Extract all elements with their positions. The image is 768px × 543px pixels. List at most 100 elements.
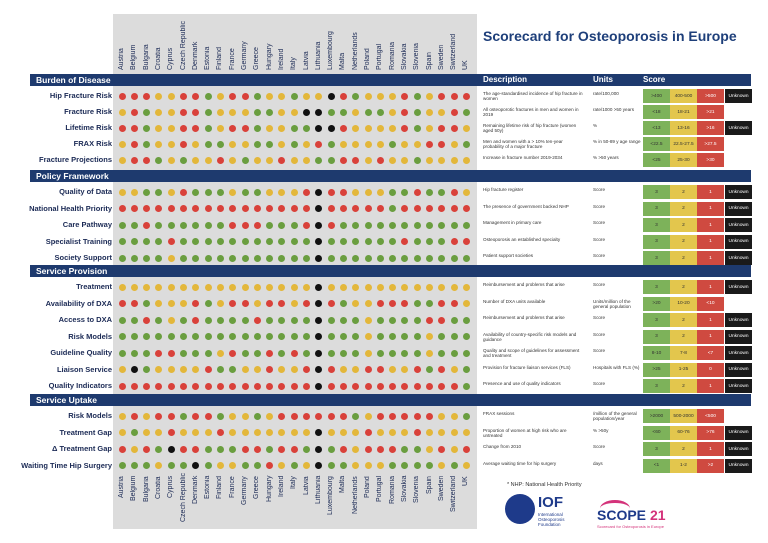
score-cell: 2 [670,201,697,216]
country-dot [130,92,138,100]
country-dot [229,382,237,390]
country-label-top: Italy [290,57,298,70]
country-dot [462,221,470,229]
country-dot [327,283,335,291]
country-dot [389,316,397,324]
score-cell: 3 [643,201,670,216]
country-dot [278,108,286,116]
row-label: Access to DXA [58,315,112,325]
country-dot [167,300,175,308]
country-dot [339,300,347,308]
country-dot [167,221,175,229]
country-dot [155,462,163,470]
country-label-top: Estonia [204,46,212,70]
score-cell: >2 [697,458,724,473]
country-dot [426,429,433,437]
country-label-top: Greece [253,47,261,70]
country-dot [364,412,372,420]
country-dot [352,140,360,148]
country-dot [389,92,397,100]
row-unit: % >50 years [593,155,619,160]
country-dot [192,445,200,453]
country-dot [253,221,261,229]
country-dot [352,429,360,437]
country-dot [426,349,433,357]
country-dot [204,92,212,100]
country-dot [155,124,163,132]
country-dot [253,156,261,164]
row-description: Hip fracture register [483,187,524,193]
country-dot [450,254,458,262]
country-dot [266,300,274,308]
header-description: Description [483,75,528,84]
country-dot [253,429,261,437]
country-dot [180,316,187,324]
country-dot [290,221,298,229]
country-dot [241,92,249,100]
country-dot [241,124,249,132]
country-dot [376,238,384,246]
country-label-bottom: Romania [388,476,396,505]
country-dot [118,156,126,164]
country-dot [450,108,458,116]
country-dot [180,349,187,357]
country-dot [180,108,187,116]
country-dot [339,283,347,291]
unknown-badge: Unknown [725,89,752,103]
country-dot [253,92,261,100]
country-dot [389,366,397,374]
country-dot [192,283,200,291]
country-dot [315,445,323,453]
country-dot [450,238,458,246]
country-dot [118,316,126,324]
country-dot [130,238,138,246]
score-cell: >76 [697,425,724,440]
country-dot [450,124,458,132]
country-label-bottom: Lithuania [314,476,322,505]
country-dot [364,366,372,374]
country-dot [364,300,372,308]
country-dot [290,140,298,148]
country-label-top: Bulgaria [142,44,150,70]
country-label-top: Finland [216,47,224,70]
country-dot [118,349,126,357]
country-dot [155,238,163,246]
country-dot [155,156,163,164]
country-dot [130,188,138,196]
country-dot [327,254,335,262]
header-units: Units [593,75,613,84]
country-dot [180,221,187,229]
footnote: * NHP: National Health Priority [507,482,582,488]
country-dot [143,205,151,213]
row-description: Increase in fracture number 2019-2034 [483,155,563,160]
unknown-badge: Unknown [725,458,752,473]
country-dot [266,188,274,196]
country-dot [118,366,126,374]
country-dot [413,429,421,437]
country-dot [327,462,335,470]
country-dot [290,316,298,324]
country-dot [118,221,126,229]
country-dot [376,205,384,213]
country-dot [192,108,200,116]
section-header-bar [30,170,751,182]
country-dot [389,333,397,341]
country-dot [462,382,470,390]
country-dot [426,188,433,196]
country-dot [192,221,200,229]
country-dot [327,382,335,390]
country-dot [339,140,347,148]
country-dot [155,429,163,437]
row-label: Availability of DXA [45,298,112,308]
country-dot [143,156,151,164]
country-dot [241,300,249,308]
country-dot [315,316,323,324]
country-dot [143,300,151,308]
country-label-top: Sweden [437,44,445,70]
country-dot [327,221,335,229]
country-dot [303,429,310,437]
unknown-badge: Unknown [725,313,752,328]
row-description: Average waiting time for hip surgery [483,460,557,466]
row-description: Remaining lifetime risk of hip fracture … [483,123,577,134]
country-label-bottom: Denmark [191,476,199,505]
